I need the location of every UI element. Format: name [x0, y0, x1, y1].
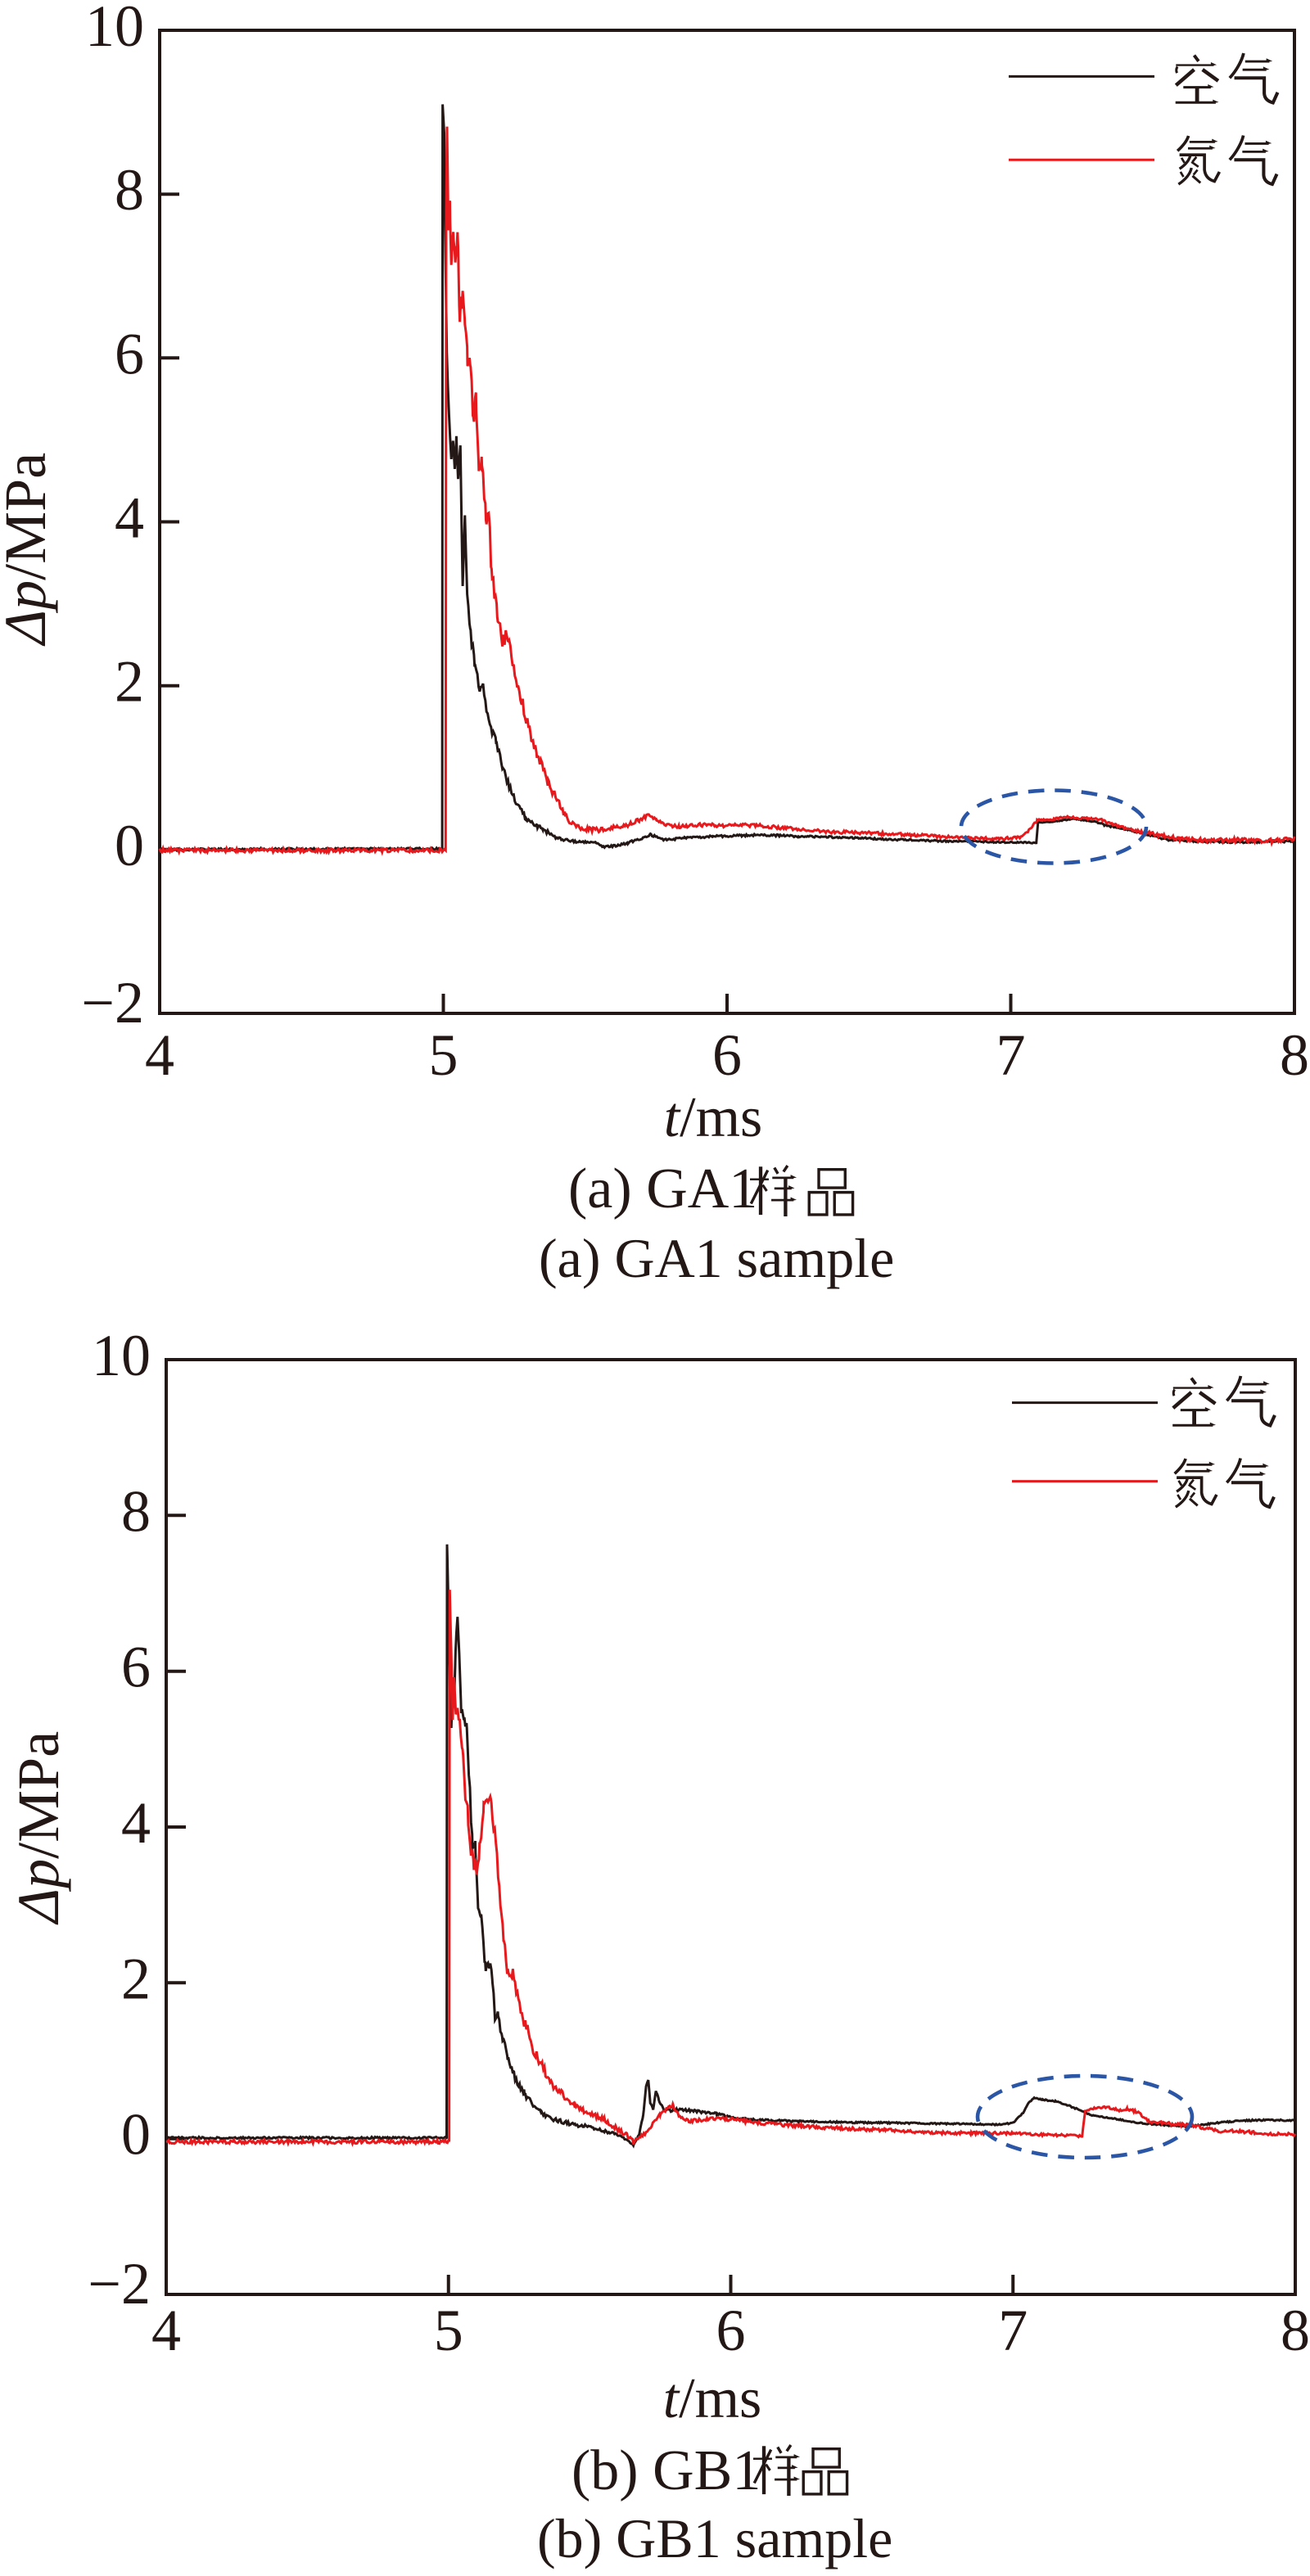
svg-text:8: 8 [115, 157, 144, 223]
svg-text:8: 8 [1280, 1022, 1309, 1088]
svg-text:(b) GB1: (b) GB1 [571, 2439, 761, 2502]
svg-text:−2: −2 [88, 2251, 151, 2317]
svg-text:t/ms: t/ms [664, 1086, 763, 1149]
svg-text:−2: −2 [81, 970, 144, 1035]
svg-text:Δp/MPa: Δp/MPa [6, 1731, 71, 1925]
svg-text:10: 10 [92, 1323, 151, 1388]
svg-text:0: 0 [115, 813, 144, 878]
svg-text:7: 7 [996, 1022, 1026, 1088]
svg-text:(b) GB1 sample: (b) GB1 sample [537, 2507, 892, 2569]
svg-text:10: 10 [85, 0, 144, 59]
svg-text:5: 5 [429, 1022, 458, 1088]
svg-text:8: 8 [121, 1478, 151, 1544]
svg-text:4: 4 [145, 1022, 174, 1088]
svg-text:t/ms: t/ms [663, 2367, 762, 2430]
svg-text:4: 4 [121, 1790, 151, 1856]
svg-text:(a) GA1: (a) GA1 [568, 1157, 757, 1220]
svg-text:8: 8 [1281, 2298, 1310, 2363]
svg-text:4: 4 [115, 485, 144, 551]
svg-text:(a) GA1 sample: (a) GA1 sample [539, 1227, 894, 1289]
svg-text:5: 5 [434, 2298, 463, 2363]
svg-text:0: 0 [121, 2102, 151, 2168]
svg-text:7: 7 [998, 2298, 1028, 2363]
svg-text:4: 4 [151, 2298, 181, 2363]
svg-text:6: 6 [716, 2298, 746, 2363]
svg-text:6: 6 [712, 1022, 742, 1088]
svg-text:6: 6 [121, 1635, 151, 1700]
svg-text:2: 2 [115, 649, 144, 715]
svg-text:2: 2 [121, 1946, 151, 2011]
svg-text:6: 6 [115, 321, 144, 386]
svg-text:Δp/MPa: Δp/MPa [0, 453, 58, 647]
